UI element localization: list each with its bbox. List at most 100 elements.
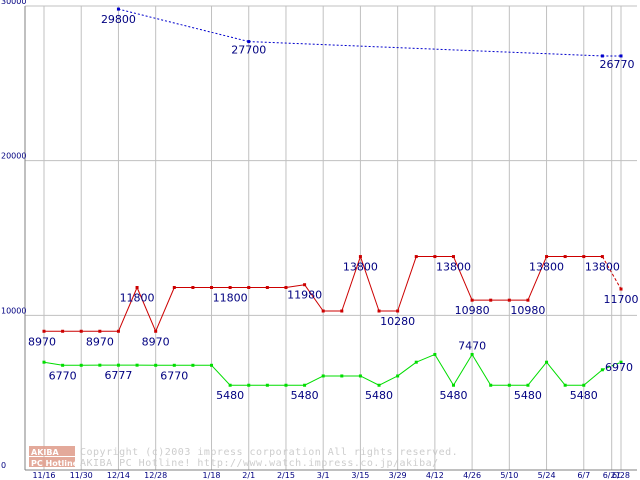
series-1-segment — [341, 256, 361, 312]
axes — [24, 6, 637, 471]
watermark-logo-bottom-bg — [29, 457, 75, 467]
data-label: 6770 — [49, 369, 77, 382]
data-label: 13800 — [585, 261, 620, 274]
watermark: AKIBA PC Hotline! Copyright (c)2003 impr… — [29, 446, 458, 469]
series-2-segment — [546, 361, 566, 386]
series-1-point — [396, 309, 400, 313]
series-1-point — [414, 255, 418, 259]
series-2-segment — [434, 354, 454, 386]
data-label: 5480 — [365, 389, 393, 402]
series-1-point — [172, 285, 176, 289]
data-label: 6770 — [160, 369, 188, 382]
series-1-segment — [601, 256, 622, 290]
x-tick-label: 4/26 — [463, 471, 481, 480]
data-label: 11800 — [213, 291, 248, 304]
x-tick-label: 11/16 — [32, 471, 55, 480]
data-label: 5480 — [514, 389, 542, 402]
data-label: 13800 — [343, 261, 378, 274]
series-1-segment — [136, 287, 157, 332]
data-label: 13800 — [436, 261, 471, 274]
series-1-point — [98, 329, 102, 333]
series-2-point — [210, 363, 214, 367]
x-tick-label: 2/1 — [242, 471, 255, 480]
series-1-segment — [359, 256, 380, 312]
series-1-point — [433, 255, 437, 259]
data-label: 5480 — [439, 389, 467, 402]
series-1-point — [451, 255, 455, 259]
series-2-point — [489, 383, 493, 387]
series-1-point — [303, 283, 307, 287]
y-tick-label: 20000 — [1, 152, 26, 161]
series-1-point — [545, 255, 549, 259]
series-1-point — [116, 329, 120, 333]
x-tick-label: 3/1 — [317, 471, 330, 480]
series-2-point — [135, 363, 139, 367]
series-1-segment — [397, 256, 417, 312]
series-2-point — [433, 352, 437, 356]
series-1-segment — [304, 284, 324, 312]
series-1-point — [340, 309, 344, 313]
data-label: 27700 — [231, 44, 266, 57]
series-2-segment — [378, 375, 398, 386]
series-2-point — [284, 383, 288, 387]
data-label: 7470 — [458, 339, 486, 352]
series-2-point — [303, 383, 307, 387]
x-tick-label: 4/12 — [426, 471, 444, 480]
series-2-segment — [471, 354, 492, 386]
y-tick-label: 30000 — [1, 0, 26, 6]
series-2-point — [526, 383, 530, 387]
data-label: 8970 — [142, 335, 170, 348]
watermark-logo-top: AKIBA — [31, 448, 59, 457]
data-label: 6777 — [104, 369, 132, 382]
series-1-point — [470, 298, 474, 302]
x-tick-label: 3/29 — [389, 471, 407, 480]
series-layer — [42, 7, 623, 387]
series-2-point — [396, 374, 400, 378]
series-2-segment — [453, 354, 473, 386]
y-tick-label: 0 — [1, 461, 6, 470]
series-2-point — [321, 374, 325, 378]
series-2-segment — [397, 361, 417, 377]
series-2-point — [61, 363, 65, 367]
x-tick-label: 2/15 — [277, 471, 295, 480]
series-2-segment — [304, 375, 324, 386]
data-label: 13800 — [529, 261, 564, 274]
data-label: 5480 — [216, 389, 244, 402]
y-tick-labels: 0 10000 20000 30000 — [1, 0, 26, 470]
data-label: 8970 — [86, 335, 114, 348]
series-2-point — [545, 360, 549, 364]
watermark-logo-bottom: PC Hotline! — [31, 459, 82, 468]
series-1-segment — [117, 287, 138, 332]
series-1-point — [284, 285, 288, 289]
series-1 — [42, 255, 623, 333]
series-1-segment — [453, 256, 473, 301]
data-label: 11700 — [604, 293, 639, 306]
series-0-point — [619, 54, 623, 58]
series-1-point — [154, 329, 158, 333]
series-1-point — [600, 255, 604, 259]
series-2-point — [191, 363, 195, 367]
series-2-point — [265, 383, 269, 387]
series-2 — [42, 352, 623, 387]
series-2-point — [340, 374, 344, 378]
series-1-segment — [155, 287, 175, 332]
series-1-point — [507, 298, 511, 302]
x-tick-label: 3/15 — [351, 471, 369, 480]
series-2-point — [451, 383, 455, 387]
data-label: 26770 — [600, 58, 635, 71]
series-1-point — [42, 329, 46, 333]
series-2-point — [414, 360, 418, 364]
series-1-point — [563, 255, 567, 259]
series-2-segment — [211, 364, 231, 386]
series-2-point — [377, 383, 381, 387]
series-1-point — [619, 287, 623, 291]
series-2-point — [116, 363, 120, 367]
series-0 — [116, 7, 623, 58]
series-2-point — [619, 360, 623, 364]
series-0-point — [116, 7, 120, 11]
series-1-point — [210, 285, 214, 289]
series-2-segment — [602, 361, 622, 371]
series-1-segment — [285, 284, 305, 288]
